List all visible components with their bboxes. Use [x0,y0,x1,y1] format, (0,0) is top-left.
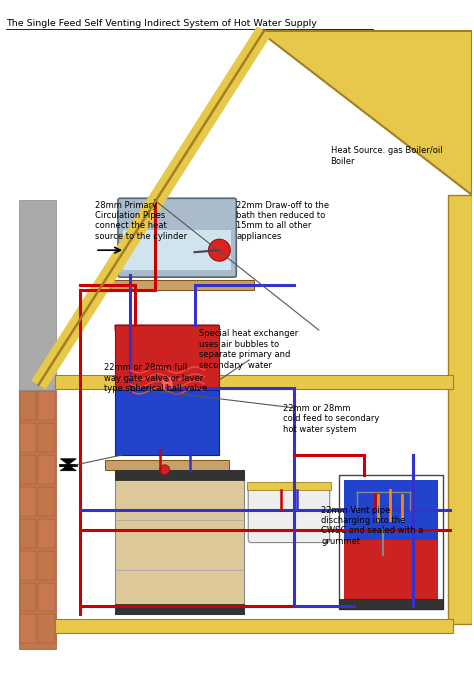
Bar [18,390,56,649]
Text: H: H [160,378,173,392]
Polygon shape [60,459,76,471]
Bar [55,619,453,634]
Circle shape [276,483,286,493]
Circle shape [292,483,302,493]
Bar [19,391,36,420]
Bar [344,479,438,540]
Bar [115,470,244,614]
Text: 22mm Vent pipe
discharging into the
CWSC and sealed with a
grummet: 22mm Vent pipe discharging into the CWSC… [321,505,423,546]
Bar [38,551,55,579]
Bar [19,487,36,515]
Bar [115,604,244,614]
Bar [110,280,254,290]
Text: 22mm or 28mm
cold feed to secondary
hot water system: 22mm or 28mm cold feed to secondary hot … [283,404,380,434]
Bar [38,455,55,483]
Text: Heat Source. gas Boiler/oil
Boiler: Heat Source. gas Boiler/oil Boiler [330,147,442,166]
Bar [247,481,331,490]
Circle shape [160,464,170,475]
Bar [38,614,55,644]
Bar [339,600,443,610]
Bar [19,455,36,483]
FancyBboxPatch shape [248,485,330,543]
Bar [38,519,55,547]
Bar [105,460,229,470]
Wedge shape [115,325,219,377]
Bar [18,200,56,390]
Circle shape [371,485,381,495]
Bar [339,475,443,610]
Circle shape [386,485,396,495]
Text: Special heat exchanger
uses air bubbles to
separate primary and
secondary  water: Special heat exchanger uses air bubbles … [199,329,298,369]
Bar [123,230,231,270]
Circle shape [209,239,230,261]
Text: 28mm Primary
Circulation Pipes
connect the heat
source to the cylinder: 28mm Primary Circulation Pipes connect t… [95,200,187,241]
Bar [115,325,219,390]
Bar [19,583,36,612]
Polygon shape [259,31,472,196]
Text: 22mm or 28mm full
way gate valve or lever
type spherical ball valve: 22mm or 28mm full way gate valve or leve… [104,363,208,393]
Bar [38,583,55,612]
Bar [115,470,244,479]
Bar [55,375,453,389]
Bar [344,540,438,602]
Bar [19,614,36,644]
Bar [38,487,55,515]
Bar [448,196,472,625]
Text: The Single Feed Self Venting Indirect System of Hot Water Supply: The Single Feed Self Venting Indirect Sy… [6,18,317,28]
Bar [19,551,36,579]
Bar [19,423,36,452]
Bar [38,423,55,452]
Bar [38,391,55,420]
Bar [352,479,415,488]
Bar [19,519,36,547]
Bar [115,390,219,455]
FancyBboxPatch shape [118,198,237,277]
Text: 22mm Draw-off to the
bath then reduced to
15mm to all other
appliances: 22mm Draw-off to the bath then reduced t… [237,200,329,241]
